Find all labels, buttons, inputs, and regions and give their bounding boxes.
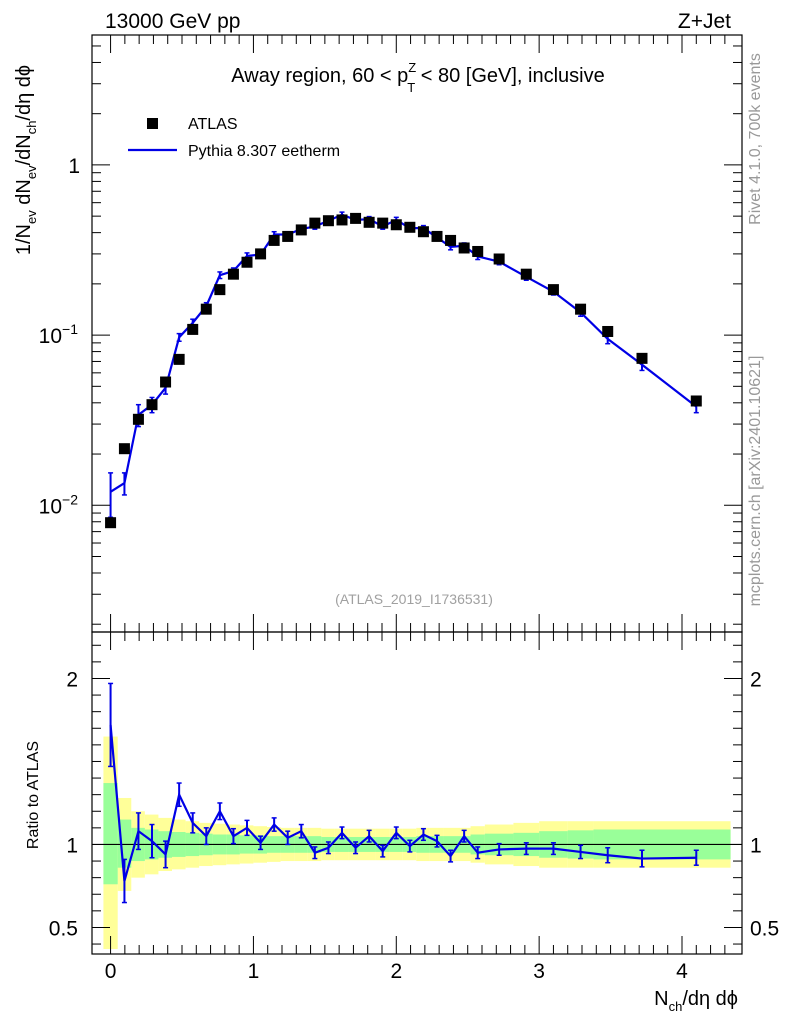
atlas-data-point (445, 234, 457, 246)
header-left: 13000 GeV pp (105, 10, 240, 33)
atlas-data-point (118, 443, 130, 455)
atlas-data-point (575, 303, 587, 315)
atlas-data-point (132, 413, 144, 425)
atlas-data-point (214, 284, 226, 296)
atlas-data-point (493, 253, 505, 265)
atlas-data-point (268, 234, 280, 246)
watermark: (ATLAS_2019_I1736531) (335, 591, 493, 607)
x-tick-label: 1 (248, 960, 260, 983)
header-right: Z+Jet (678, 10, 731, 33)
atlas-data-point (431, 230, 443, 242)
atlas-data-point (241, 256, 253, 268)
atlas-data-point (322, 215, 334, 227)
ratio-frame (91, 631, 743, 955)
atlas-data-point (309, 217, 321, 229)
x-axis-label: Nch/dη dϕ (654, 988, 738, 1014)
pythia-line (109, 213, 697, 493)
legend-label-atlas: ATLAS (188, 116, 238, 133)
atlas-data-point (363, 216, 375, 228)
atlas-data-point (417, 226, 429, 238)
atlas-data-point (105, 517, 117, 529)
atlas-data-point (350, 212, 362, 224)
atlas-data-point (520, 268, 532, 280)
legend: ATLAS Pythia 8.307 eetherm (128, 116, 340, 160)
atlas-data-point (602, 325, 614, 337)
ratio-y-tick-label-left: 2 (66, 668, 78, 691)
x-tick-label: 3 (533, 960, 545, 983)
atlas-data-point (227, 268, 239, 280)
x-tick-label: 0 (105, 960, 117, 983)
atlas-data-point (200, 303, 212, 315)
main-panel: 1 10−1 10−2 Away region, 60 < pZ T < 80 [Ge… (13, 34, 743, 633)
atlas-data-point (336, 214, 348, 226)
atlas-data-point (187, 323, 199, 335)
atlas-data-point (636, 352, 648, 364)
ratio-y-tick-label-right: 1 (750, 834, 762, 857)
x-tick-label: 4 (676, 960, 688, 983)
rivet-label: Rivet 4.1.0, 700k events (747, 53, 764, 225)
main-ylabel: 1/Nev dNev/dNch/dη dϕ (13, 65, 39, 255)
ratio-y-tick-label-left: 1 (66, 834, 78, 857)
legend-label-pythia: Pythia 8.307 eetherm (188, 143, 340, 160)
atlas-data-point (472, 245, 484, 257)
atlas-data-point (377, 217, 389, 229)
ratio-y-tick-label-right: 2 (750, 668, 762, 691)
atlas-data-point (458, 242, 470, 254)
x-tick-label: 2 (390, 960, 402, 983)
main-y-tick-label: 10−2 (39, 491, 79, 518)
ratio-band-green (103, 783, 118, 885)
atlas-data-point (282, 230, 294, 242)
ratio-y-tick-label-left: 0.5 (49, 917, 78, 940)
main-title: Away region, 60 < pZ T < 80 [GeV], inclus… (231, 60, 604, 95)
legend-marker-atlas (147, 118, 158, 129)
atlas-data-point (547, 284, 559, 296)
atlas-data-point (160, 376, 172, 388)
ratio-y-tick-label-right: 0.5 (750, 917, 779, 940)
ratio-panel: 0.5 0.5 1 1 2 2 0 1 2 3 4 Ratio to ATLAS Nch/dη dϕ (25, 631, 779, 1014)
main-y-tick-label: 10−1 (39, 321, 79, 348)
atlas-data-point (295, 224, 307, 236)
atlas-data-point (390, 219, 402, 231)
atlas-data-point (173, 353, 185, 365)
atlas-data-point (690, 395, 702, 407)
mcplots-label: mcplots.cern.ch [arXiv:2401.10621] (747, 356, 764, 607)
main-y-tick-label: 1 (68, 155, 80, 178)
atlas-data-point (255, 248, 267, 260)
ratio-ylabel: Ratio to ATLAS (25, 741, 42, 849)
atlas-data-point (146, 399, 158, 411)
atlas-data-point (404, 221, 416, 233)
